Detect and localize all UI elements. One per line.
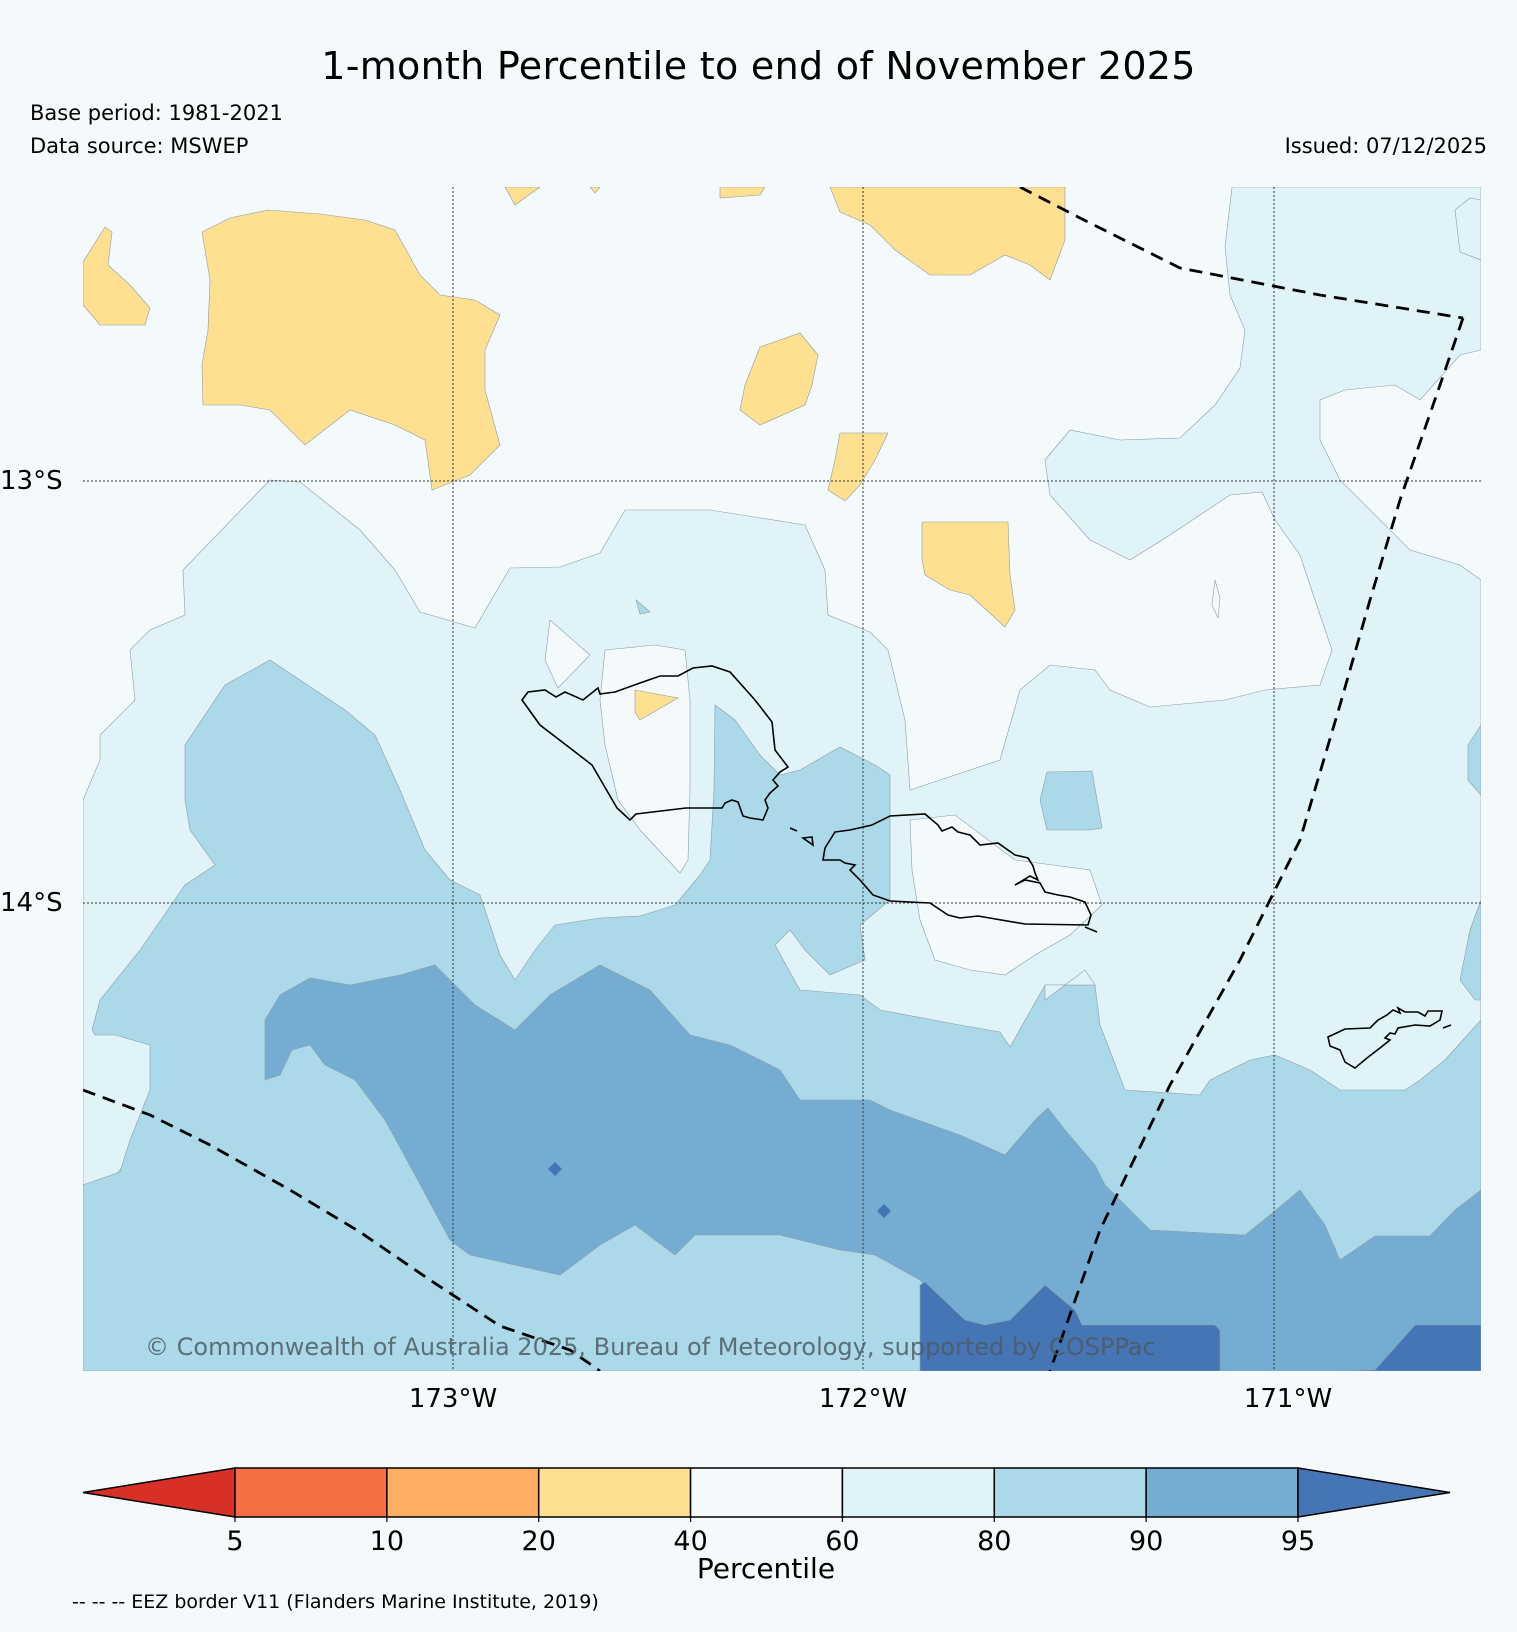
lat-label-13s: 13°S — [0, 466, 63, 496]
upolu-coastline — [822, 813, 1092, 926]
manono-coastline — [789, 827, 798, 832]
region-95-plus — [1334, 1324, 1481, 1371]
lat-label-14s: 14°S — [0, 888, 63, 918]
base-period: Base period: 1981-2021 — [30, 101, 283, 125]
tutuila-coastline — [1327, 1006, 1443, 1069]
region-20-40 — [83, 187, 1066, 721]
eez-note: -- -- -- EEZ border V11 (Flanders Marine… — [72, 1591, 599, 1613]
colorbar: 5 10 20 40 60 80 90 95 — [82, 1467, 1451, 1557]
region-40-60-island — [1211, 579, 1221, 620]
colorbar-tick-label: 80 — [977, 1526, 1011, 1557]
eez-border-southwest — [83, 1088, 601, 1371]
region-95-plus — [919, 1281, 1221, 1371]
colorbar-segment — [993, 1467, 1147, 1518]
tutuila-east-tip — [1442, 1024, 1452, 1029]
coastlines — [521, 665, 1452, 1069]
upolu-east-tip — [1084, 926, 1098, 933]
credit-watermark: © Commonwealth of Australia 2025, Bureau… — [145, 1333, 1156, 1361]
region-40-60-island — [909, 814, 1103, 976]
colorbar-segment — [841, 1467, 996, 1518]
lon-label-173w: 173°W — [409, 1384, 497, 1414]
colorbar-extend-low — [82, 1467, 236, 1518]
colorbar-tick-label: 90 — [1129, 1526, 1163, 1557]
lon-label-171w: 171°W — [1244, 1384, 1332, 1414]
colorbar-tick-label: 95 — [1281, 1526, 1315, 1557]
colorbar-segment — [689, 1467, 844, 1518]
colorbar-tick-label: 10 — [370, 1526, 404, 1557]
colorbar-label: Percentile — [697, 1552, 835, 1585]
eez-border-east — [1048, 317, 1465, 1371]
colorbar-segment — [537, 1467, 692, 1518]
colorbar-segment — [234, 1467, 388, 1518]
map-area — [83, 187, 1481, 1371]
region-80-90-pocket — [1039, 770, 1103, 831]
region-80-90-pocket — [1467, 724, 1481, 796]
colorbar-tick-label: 40 — [673, 1526, 707, 1557]
region-95-plus-dot — [877, 1204, 891, 1218]
colorbar-tick-label: 60 — [825, 1526, 859, 1557]
region-60-80-pocket — [1044, 969, 1096, 1001]
issued-date: Issued: 07/12/2025 — [1284, 134, 1487, 158]
colorbar-extend-high — [1297, 1467, 1451, 1518]
colorbar-tick-label: 20 — [522, 1526, 556, 1557]
eez-borders — [83, 187, 1465, 1371]
data-source: Data source: MSWEP — [30, 134, 249, 158]
colorbar-tick-label: 5 — [226, 1526, 243, 1557]
region-40-60-island — [544, 619, 591, 689]
colorbar-segment — [386, 1467, 540, 1518]
region-95-plus-dot — [548, 1162, 562, 1176]
lon-label-172w: 172°W — [819, 1384, 907, 1414]
savaii-coastline — [521, 665, 790, 822]
map-title: 1-month Percentile to end of November 20… — [321, 44, 1196, 88]
region-80-90-pocket — [635, 599, 651, 615]
apolima-coastline — [800, 836, 815, 847]
colorbar-segment — [1145, 1467, 1299, 1518]
graticule — [83, 187, 1481, 1371]
eez-border-north — [1019, 187, 1464, 320]
region-90-95 — [264, 964, 1481, 1371]
